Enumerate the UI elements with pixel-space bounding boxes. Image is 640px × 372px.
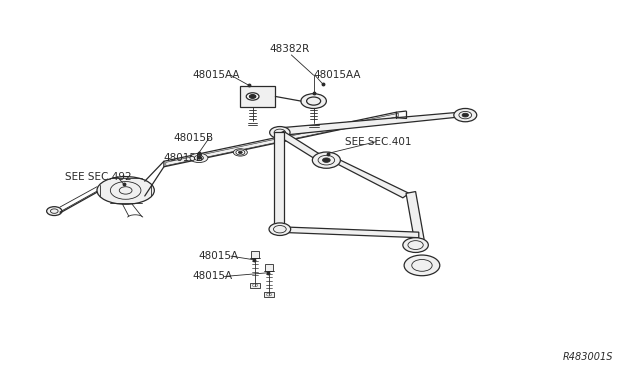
Circle shape xyxy=(323,158,330,162)
Circle shape xyxy=(239,151,243,154)
Polygon shape xyxy=(164,112,396,167)
Circle shape xyxy=(312,152,340,168)
Text: 48015AA: 48015AA xyxy=(314,70,361,80)
Text: 48015B: 48015B xyxy=(173,133,214,143)
Circle shape xyxy=(195,155,204,161)
Circle shape xyxy=(246,93,259,100)
Circle shape xyxy=(454,109,477,122)
Circle shape xyxy=(252,284,257,287)
Text: R483001S: R483001S xyxy=(563,352,613,362)
Text: 48015AA: 48015AA xyxy=(193,70,240,80)
Bar xyxy=(250,283,260,288)
Polygon shape xyxy=(274,132,284,227)
Polygon shape xyxy=(275,112,463,136)
Circle shape xyxy=(462,113,468,117)
Circle shape xyxy=(269,126,290,138)
Bar xyxy=(250,251,259,258)
Ellipse shape xyxy=(234,149,247,156)
Circle shape xyxy=(404,255,440,276)
Polygon shape xyxy=(406,192,425,247)
Ellipse shape xyxy=(97,177,154,204)
Circle shape xyxy=(301,94,326,109)
Circle shape xyxy=(119,187,132,194)
Circle shape xyxy=(250,94,256,98)
Text: SEE SEC.401: SEE SEC.401 xyxy=(346,137,412,147)
Text: 48015A: 48015A xyxy=(193,272,233,282)
Circle shape xyxy=(197,157,201,159)
Bar xyxy=(264,292,274,297)
Circle shape xyxy=(269,223,291,235)
Polygon shape xyxy=(326,157,409,198)
Polygon shape xyxy=(275,227,419,238)
Polygon shape xyxy=(276,131,326,162)
Ellipse shape xyxy=(190,153,208,163)
Circle shape xyxy=(47,207,62,215)
Circle shape xyxy=(403,238,428,253)
Polygon shape xyxy=(319,156,339,167)
Text: SEE SEC.492: SEE SEC.492 xyxy=(65,172,132,182)
Bar xyxy=(264,264,273,271)
Bar xyxy=(241,86,275,107)
Circle shape xyxy=(266,293,271,296)
Text: 48382R: 48382R xyxy=(269,44,309,54)
Circle shape xyxy=(236,150,245,155)
Text: 48015A: 48015A xyxy=(199,251,239,261)
Text: 48015B: 48015B xyxy=(164,153,204,163)
